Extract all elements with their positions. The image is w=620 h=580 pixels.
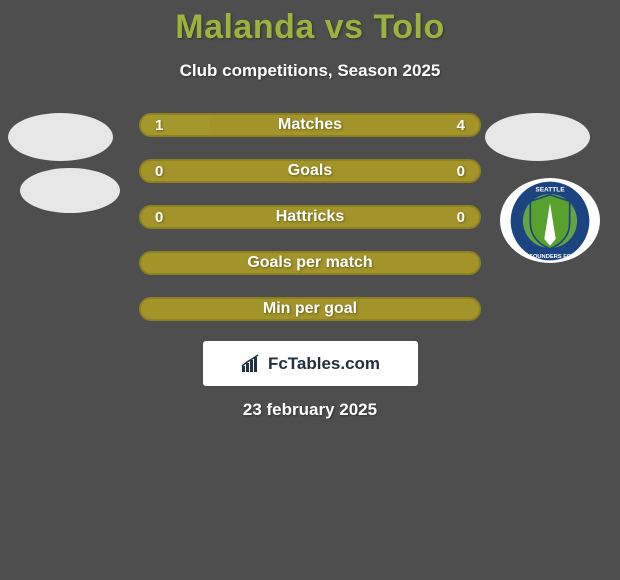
svg-text:SOUNDERS FC: SOUNDERS FC xyxy=(529,253,571,259)
stat-bar: Matches1 4 xyxy=(139,113,481,137)
comparison-title: Malanda vs Tolo xyxy=(0,0,620,47)
stat-bar: Goals per match xyxy=(139,251,481,275)
bar-label: Goals xyxy=(141,161,479,181)
team-left-logo-2 xyxy=(20,168,120,213)
bar-label: Matches xyxy=(141,115,479,135)
stat-bar: Min per goal xyxy=(139,297,481,321)
bar-label: Goals per match xyxy=(141,253,479,273)
brand-chart-icon xyxy=(240,354,264,374)
team-right-logo-2: SEATTLE SOUNDERS FC xyxy=(500,178,600,263)
date-text: 23 february 2025 xyxy=(0,400,620,420)
bar-value-left: 0 xyxy=(155,161,163,181)
comparison-bars: Matches14Goals00Hattricks00Goals per mat… xyxy=(139,113,481,321)
comparison-subtitle: Club competitions, Season 2025 xyxy=(0,61,620,81)
svg-text:SEATTLE: SEATTLE xyxy=(535,186,565,193)
stat-bar: Hattricks0 0 xyxy=(139,205,481,229)
team-left-logo-1 xyxy=(8,113,113,161)
team-right-logo-1 xyxy=(485,113,590,161)
bar-value-right: 0 xyxy=(457,207,465,227)
content: Malanda vs Tolo Club competitions, Seaso… xyxy=(0,0,620,580)
bar-label: Min per goal xyxy=(141,299,479,319)
bar-value-left: 0 xyxy=(155,207,163,227)
bar-value-right: 0 xyxy=(457,161,465,181)
sounders-badge-icon: SEATTLE SOUNDERS FC xyxy=(509,180,591,262)
bar-value-left: 1 xyxy=(155,115,163,135)
bar-label: Hattricks xyxy=(141,207,479,227)
brand-text: FcTables.com xyxy=(268,354,380,374)
bar-value-right: 4 xyxy=(457,115,465,135)
stat-bar: Goals0 0 xyxy=(139,159,481,183)
brand-box: FcTables.com xyxy=(203,341,418,386)
